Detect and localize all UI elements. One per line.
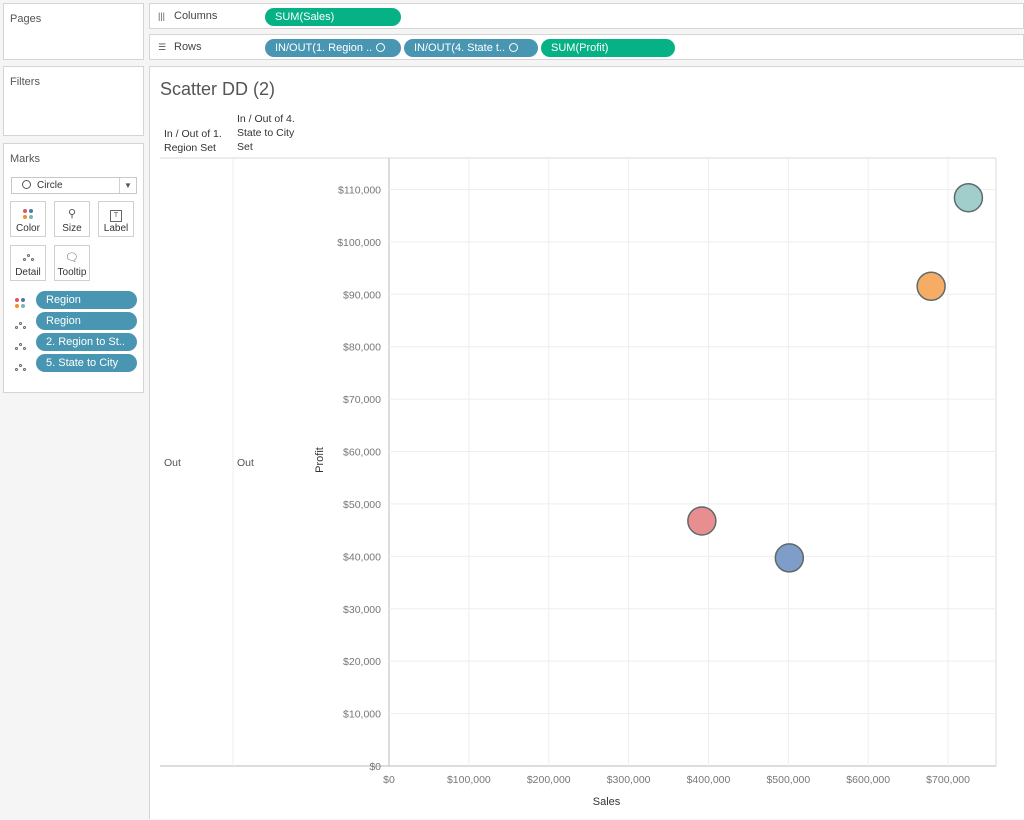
scatter-chart[interactable]: $0 $100,000 $200,000 $300,000 $400,000 $500,0…	[150, 67, 1024, 820]
x-tick-label: $100,000	[447, 774, 491, 786]
x-tick-label: $0	[383, 774, 395, 786]
rows-icon: ☰	[158, 42, 167, 52]
columns-label-text: Columns	[174, 10, 218, 22]
mark-field-pill[interactable]: Region	[36, 291, 137, 309]
scatter-point[interactable]	[916, 271, 946, 302]
marks-title: Marks	[10, 153, 40, 165]
color-button[interactable]: Color	[10, 201, 46, 237]
scatter-point[interactable]	[774, 543, 805, 573]
rows-pill-region-set[interactable]: IN/OUT(1. Region ..	[265, 39, 401, 57]
mark-type-value: Circle	[37, 180, 63, 191]
x-tick-label: $700,000	[926, 774, 970, 786]
filters-title: Filters	[10, 76, 40, 88]
detail-icon	[15, 338, 26, 356]
x-axis-title[interactable]: Sales	[593, 796, 621, 808]
chevron-down-icon[interactable]: ▼	[119, 178, 136, 193]
y-tick-label: $30,000	[343, 604, 381, 616]
rows-pill-label: IN/OUT(4. State t..	[414, 42, 506, 54]
tooltip-icon: 🗨	[65, 252, 79, 264]
y-tick-label: $20,000	[343, 656, 381, 668]
mark-field-state-to-city[interactable]: 5. State to City	[13, 354, 139, 372]
x-tick-label: $300,000	[607, 774, 651, 786]
columns-shelf[interactable]: ||| Columns SUM(Sales)	[149, 3, 1024, 29]
color-icon	[11, 206, 45, 223]
label-button-label: Label	[103, 223, 129, 234]
size-button[interactable]: ⚲ Size	[54, 201, 90, 237]
rows-pill-state-set[interactable]: IN/OUT(4. State t..	[404, 39, 538, 57]
mark-type-dropdown[interactable]: Circle ▼	[11, 177, 137, 194]
x-tick-label: $600,000	[846, 774, 890, 786]
color-button-label: Color	[16, 223, 40, 234]
circle-icon	[22, 180, 31, 189]
pages-title: Pages	[10, 13, 42, 25]
columns-shelf-label: ||| Columns	[158, 10, 217, 22]
x-tick-label: $200,000	[527, 774, 571, 786]
worksheet-view[interactable]: Scatter DD (2) In / Out of 1. Region Set…	[149, 66, 1024, 819]
y-tick-label: $100,000	[337, 237, 381, 249]
label-button[interactable]: T Label	[98, 201, 134, 237]
mark-field-pill[interactable]: Region	[36, 312, 137, 330]
y-tick-label: $70,000	[343, 394, 381, 406]
x-tick-label: $500,000	[766, 774, 810, 786]
text-label-icon: T	[99, 206, 133, 223]
set-icon	[376, 43, 386, 52]
mark-field-region-detail[interactable]: Region	[13, 312, 139, 330]
row-value-state-set[interactable]: Out	[237, 457, 254, 469]
mark-field-pill[interactable]: 2. Region to St..	[36, 333, 137, 351]
detail-button[interactable]: Detail	[10, 245, 46, 281]
rows-label-text: Rows	[174, 41, 202, 53]
detail-icon	[11, 250, 45, 267]
y-tick-label: $90,000	[343, 289, 381, 301]
y-tick-label: $0	[369, 761, 381, 773]
row-value-region-set[interactable]: Out	[164, 457, 181, 469]
y-axis-title[interactable]: Profit	[314, 447, 326, 473]
row-header-region-set[interactable]: In / Out of 1. Region Set	[164, 128, 222, 154]
detail-button-label: Detail	[15, 267, 41, 278]
set-icon	[509, 43, 519, 52]
mark-field-region-color[interactable]: Region	[13, 291, 139, 309]
color-icon	[15, 295, 26, 313]
rows-shelf[interactable]: ☰ Rows IN/OUT(1. Region .. IN/OUT(4. Stat…	[149, 34, 1024, 60]
x-tick-label: $400,000	[687, 774, 731, 786]
rows-shelf-label: ☰ Rows	[158, 41, 202, 53]
y-tick-label: $80,000	[343, 342, 381, 354]
detail-icon	[15, 317, 26, 335]
pages-card[interactable]: Pages	[3, 3, 144, 60]
marks-card: Marks Circle ▼ Color ⚲ Size T Label Deta…	[3, 143, 144, 393]
y-tick-label: $40,000	[343, 551, 381, 563]
rows-pill-sum-profit[interactable]: SUM(Profit)	[541, 39, 675, 57]
mark-field-pill[interactable]: 5. State to City	[36, 354, 137, 372]
size-button-label: Size	[62, 223, 82, 234]
y-tick-label: $10,000	[343, 709, 381, 721]
rows-pill-label: IN/OUT(1. Region ..	[275, 42, 373, 54]
tooltip-button-label: Tooltip	[57, 267, 87, 278]
columns-icon: |||	[158, 11, 166, 21]
scatter-point[interactable]	[687, 506, 717, 536]
y-tick-label: $110,000	[338, 184, 381, 196]
scatter-point[interactable]	[953, 182, 984, 213]
size-icon: ⚲	[67, 208, 77, 220]
columns-pill-sum-sales[interactable]: SUM(Sales)	[265, 8, 401, 26]
sheet-title: Scatter DD (2)	[160, 79, 276, 99]
mark-field-region-to-state[interactable]: 2. Region to St..	[13, 333, 139, 351]
detail-icon	[15, 359, 26, 377]
row-header-state-set[interactable]: In / Out of 4. State to City Set	[237, 113, 295, 153]
filters-card[interactable]: Filters	[3, 66, 144, 136]
y-tick-label: $60,000	[343, 447, 381, 459]
y-tick-label: $50,000	[343, 499, 381, 511]
tooltip-button[interactable]: 🗨 Tooltip	[54, 245, 90, 281]
